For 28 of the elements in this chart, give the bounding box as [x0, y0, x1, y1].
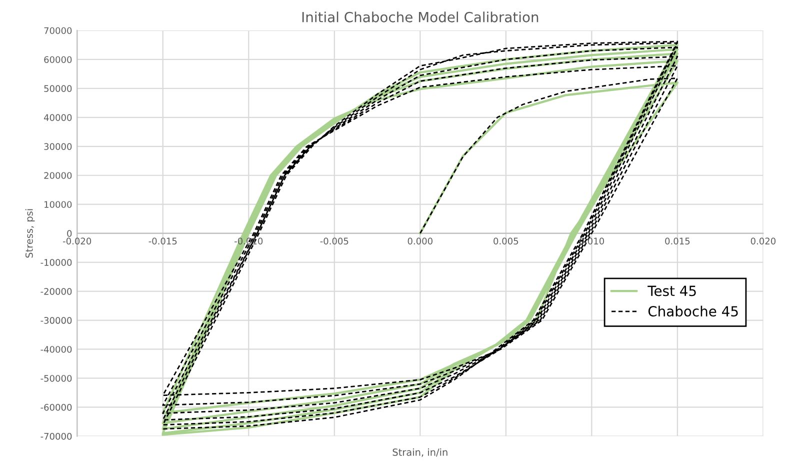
y-tick-label: 0	[67, 230, 72, 237]
y-tick-label: 30000	[44, 143, 72, 150]
y-tick-label: -30000	[40, 316, 72, 324]
x-tick-label: 0.015	[665, 238, 690, 244]
legend-label: Test 45	[648, 286, 696, 296]
y-axis-title: Stress, psi	[25, 209, 35, 258]
x-tick-label: -0.020	[63, 238, 92, 244]
x-tick-label: 0.000	[408, 238, 432, 244]
x-tick-label: 0.020	[750, 238, 776, 244]
y-tick-label: -50000	[40, 374, 72, 382]
x-tick-label: -0.005	[320, 238, 348, 244]
y-tick-label: -40000	[40, 346, 72, 353]
y-tick-label: -10000	[40, 259, 72, 266]
y-tick-label: 40000	[44, 114, 72, 121]
chart-title: Initial Chaboche Model Calibration	[302, 12, 538, 22]
legend-label: Chaboche 45	[648, 306, 738, 317]
x-tick-label: 0.005	[494, 238, 518, 244]
y-tick-label: 60000	[44, 56, 72, 64]
y-tick-label: -20000	[40, 288, 72, 295]
x-tick-label: -0.015	[148, 238, 177, 244]
y-tick-label: -70000	[40, 432, 72, 440]
y-tick-label: 70000	[44, 27, 72, 34]
y-tick-label: 20000	[44, 172, 72, 179]
x-axis-title: Strain, in/in	[392, 448, 448, 457]
y-tick-label: -60000	[40, 404, 72, 411]
y-tick-label: 10000	[44, 201, 72, 208]
x-tick-label: -0.010	[234, 238, 263, 244]
y-tick-label: 50000	[44, 85, 72, 92]
